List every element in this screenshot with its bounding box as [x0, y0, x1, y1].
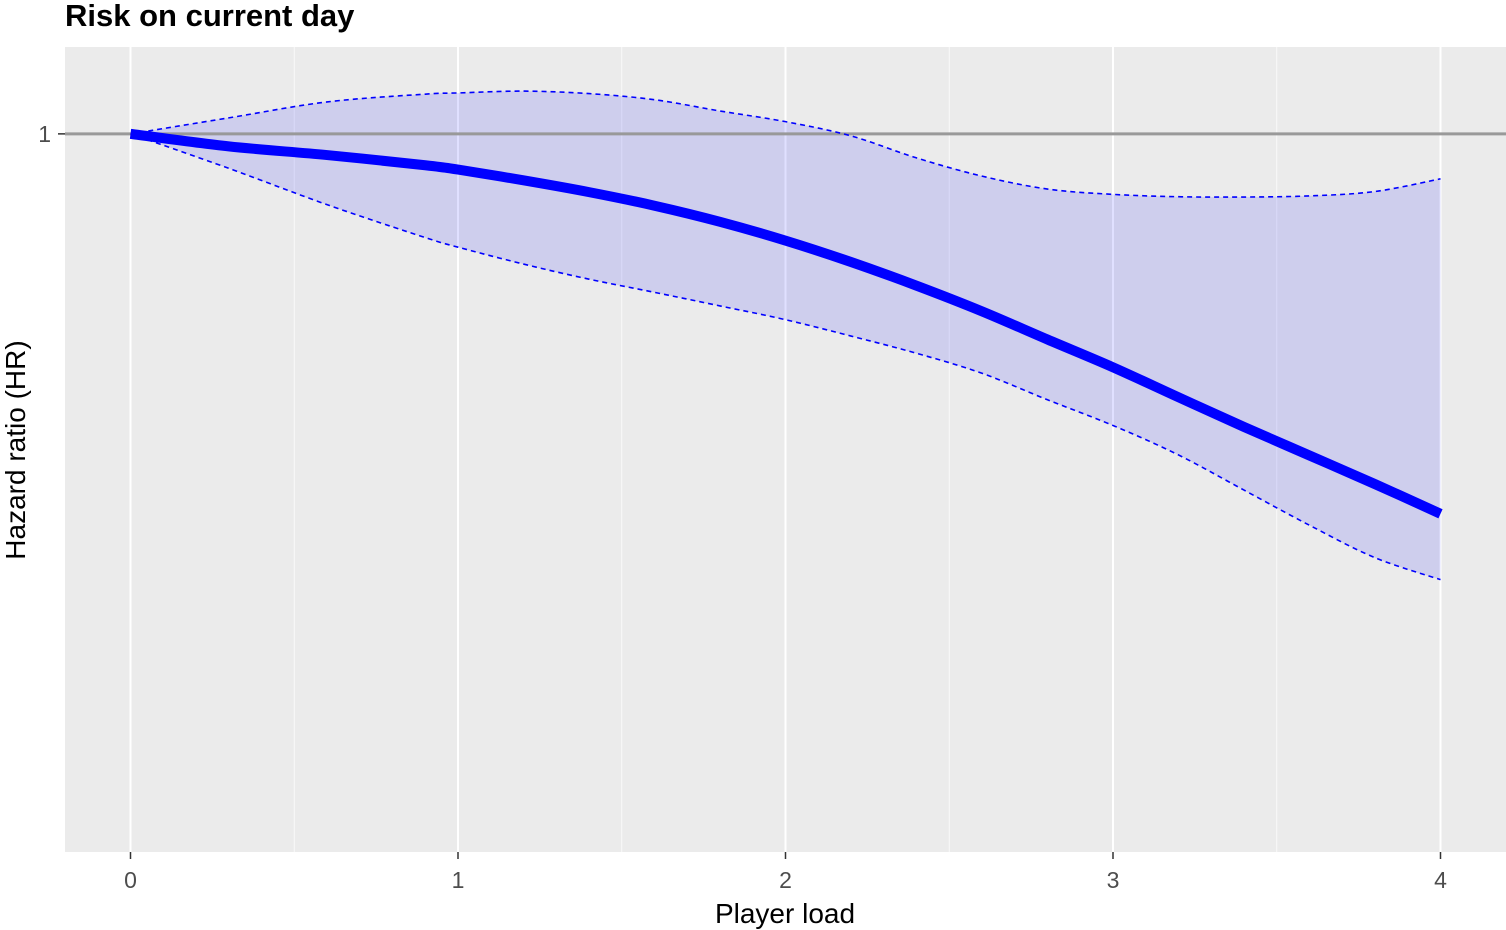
x-tick-label: 4	[1434, 867, 1447, 893]
y-axis-ticks: 1	[38, 121, 65, 147]
minor-gridlines	[293, 47, 1278, 852]
x-tick-label: 2	[779, 867, 792, 893]
major-gridlines	[129, 47, 1442, 852]
estimate-line	[129, 128, 1443, 519]
x-tick-label: 0	[124, 867, 137, 893]
x-tick-label: 1	[452, 867, 465, 893]
confidence-band	[130, 91, 1441, 580]
ci-lower-line	[130, 133, 1441, 581]
ci-upper-line	[130, 90, 1441, 198]
y-tick-label: 1	[38, 121, 51, 147]
chart-title: Risk on current day	[65, 0, 355, 33]
x-tick-label: 3	[1107, 867, 1120, 893]
y-axis-title: Hazard ratio (HR)	[0, 340, 31, 559]
x-axis-ticks: 0 1 2 3 4	[124, 852, 1447, 893]
x-axis-title: Player load	[715, 898, 855, 929]
